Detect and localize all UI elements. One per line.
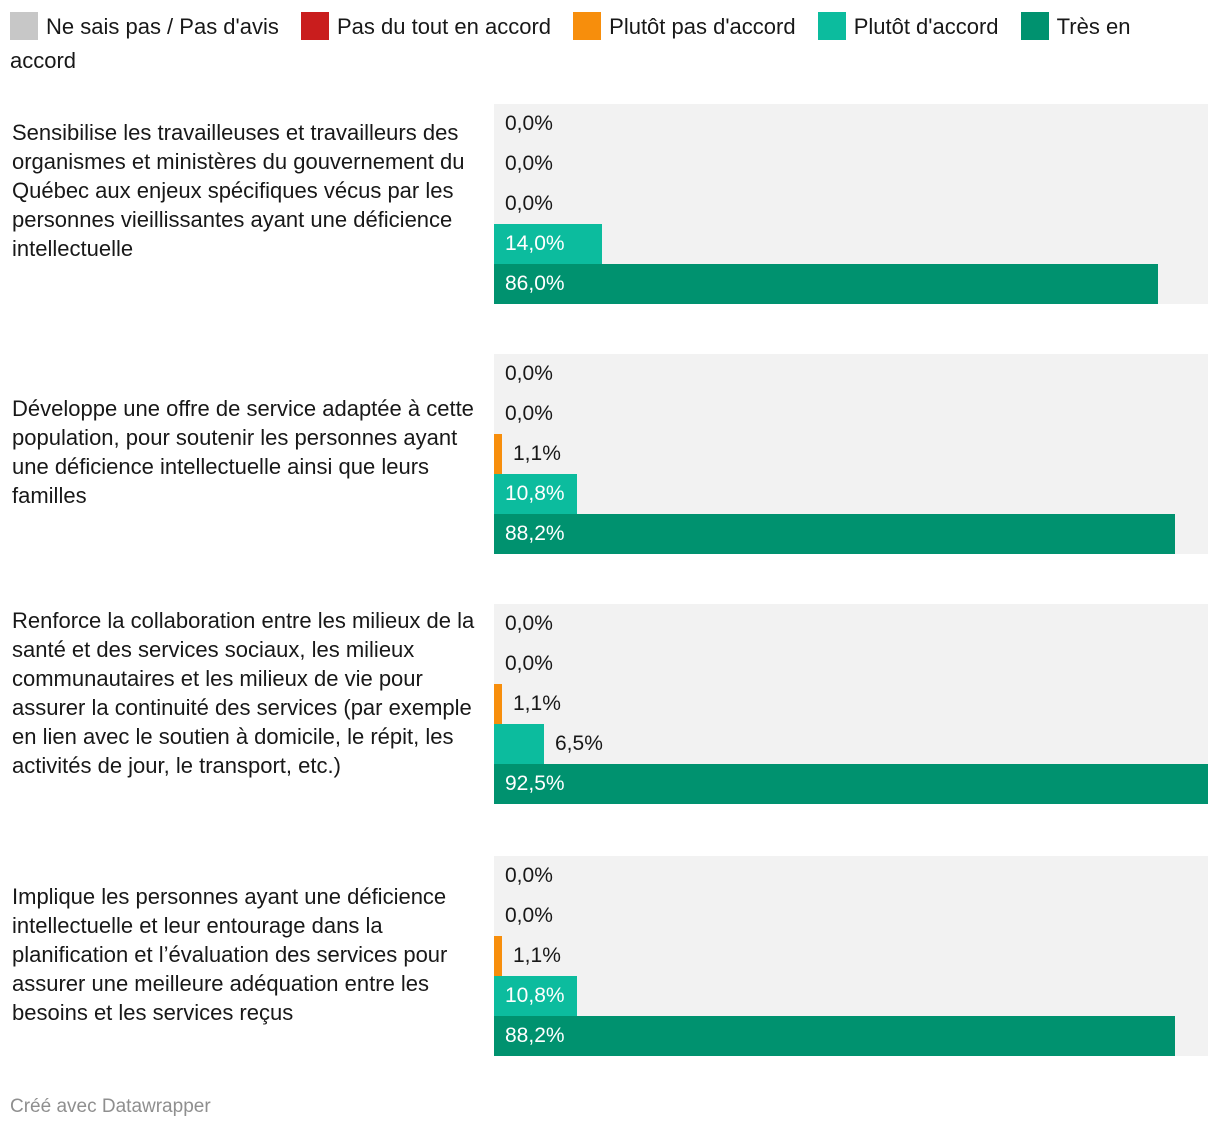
bar-value-label: 1,1% [513, 692, 561, 715]
legend-swatch [300, 12, 329, 40]
question-label: Développe une offre de service adaptée à… [12, 396, 474, 508]
legend: Ne sais pas / Pas d'avis Pas du tout en … [10, 10, 1210, 78]
legend-item: Ne sais pas / Pas d'avis [10, 12, 279, 40]
legend-item: Pas du tout en accord [300, 12, 552, 40]
legend-item: Plutôt pas d'accord [573, 12, 796, 40]
bar [494, 936, 502, 976]
bar-value-label: 0,0% [505, 402, 553, 425]
question-label: Implique les personnes ayant une déficie… [12, 884, 448, 1025]
bar [494, 1016, 1175, 1056]
bar-plot-area: 0,0% 0,0% 0,0% 14,0% 86,0% [494, 104, 1208, 304]
bar-value-label: 0,0% [505, 904, 553, 927]
legend-swatch [573, 12, 602, 40]
bar [494, 514, 1175, 554]
bar [494, 976, 577, 1016]
legend-label: Plutôt d'accord [853, 14, 999, 39]
bar [494, 264, 1158, 304]
bar-value-label: 14,0% [505, 232, 565, 255]
question-group: Renforce la collaboration entre les mili… [0, 604, 1220, 804]
bar-value-label: 92,5% [505, 772, 565, 795]
bar-plot-area: 0,0% 0,0% 1,1% 6,5% 92,5% [494, 604, 1208, 804]
legend-item: Plutôt d'accord [817, 12, 999, 40]
bar [494, 224, 602, 264]
legend-label: Très en accord [10, 14, 1131, 73]
question-group: Développe une offre de service adaptée à… [0, 354, 1220, 554]
bar-value-label: 1,1% [513, 442, 561, 465]
bar-value-label: 0,0% [505, 612, 553, 635]
bar [494, 724, 544, 764]
bar-plot-area: 0,0% 0,0% 1,1% 10,8% 88,2% [494, 354, 1208, 554]
bar [494, 684, 502, 724]
question-label: Renforce la collaboration entre les mili… [12, 608, 475, 778]
bar [494, 474, 577, 514]
bar-value-label: 0,0% [505, 152, 553, 175]
bar-value-label: 88,2% [505, 522, 565, 545]
bar-value-label: 0,0% [505, 112, 553, 135]
legend-swatch [1020, 12, 1049, 40]
bar-value-label: 0,0% [505, 652, 553, 675]
footer-credit: Créé avec Datawrapper [10, 1096, 211, 1117]
legend-swatch [817, 12, 846, 40]
question-label: Sensibilise les travailleuses et travail… [12, 120, 465, 261]
bar [494, 434, 502, 474]
bar-value-label: 88,2% [505, 1024, 565, 1047]
bar-value-label: 10,8% [505, 482, 565, 505]
bar-plot-area: 0,0% 0,0% 1,1% 10,8% 88,2% [494, 856, 1208, 1056]
question-group: Sensibilise les travailleuses et travail… [0, 104, 1220, 304]
bar-value-label: 10,8% [505, 984, 565, 1007]
bar-value-label: 0,0% [505, 192, 553, 215]
bar [494, 764, 1208, 804]
bar-value-label: 0,0% [505, 864, 553, 887]
question-group: Implique les personnes ayant une déficie… [0, 856, 1220, 1056]
bar-value-label: 0,0% [505, 362, 553, 385]
legend-label: Ne sais pas / Pas d'avis [46, 14, 279, 39]
legend-item: Très en accord [10, 12, 1131, 73]
bar-value-label: 1,1% [513, 944, 561, 967]
bar-value-label: 6,5% [555, 732, 603, 755]
legend-swatch [10, 12, 38, 40]
legend-label: Plutôt pas d'accord [609, 14, 796, 39]
legend-label: Pas du tout en accord [336, 14, 552, 39]
bar-value-label: 86,0% [505, 272, 565, 295]
